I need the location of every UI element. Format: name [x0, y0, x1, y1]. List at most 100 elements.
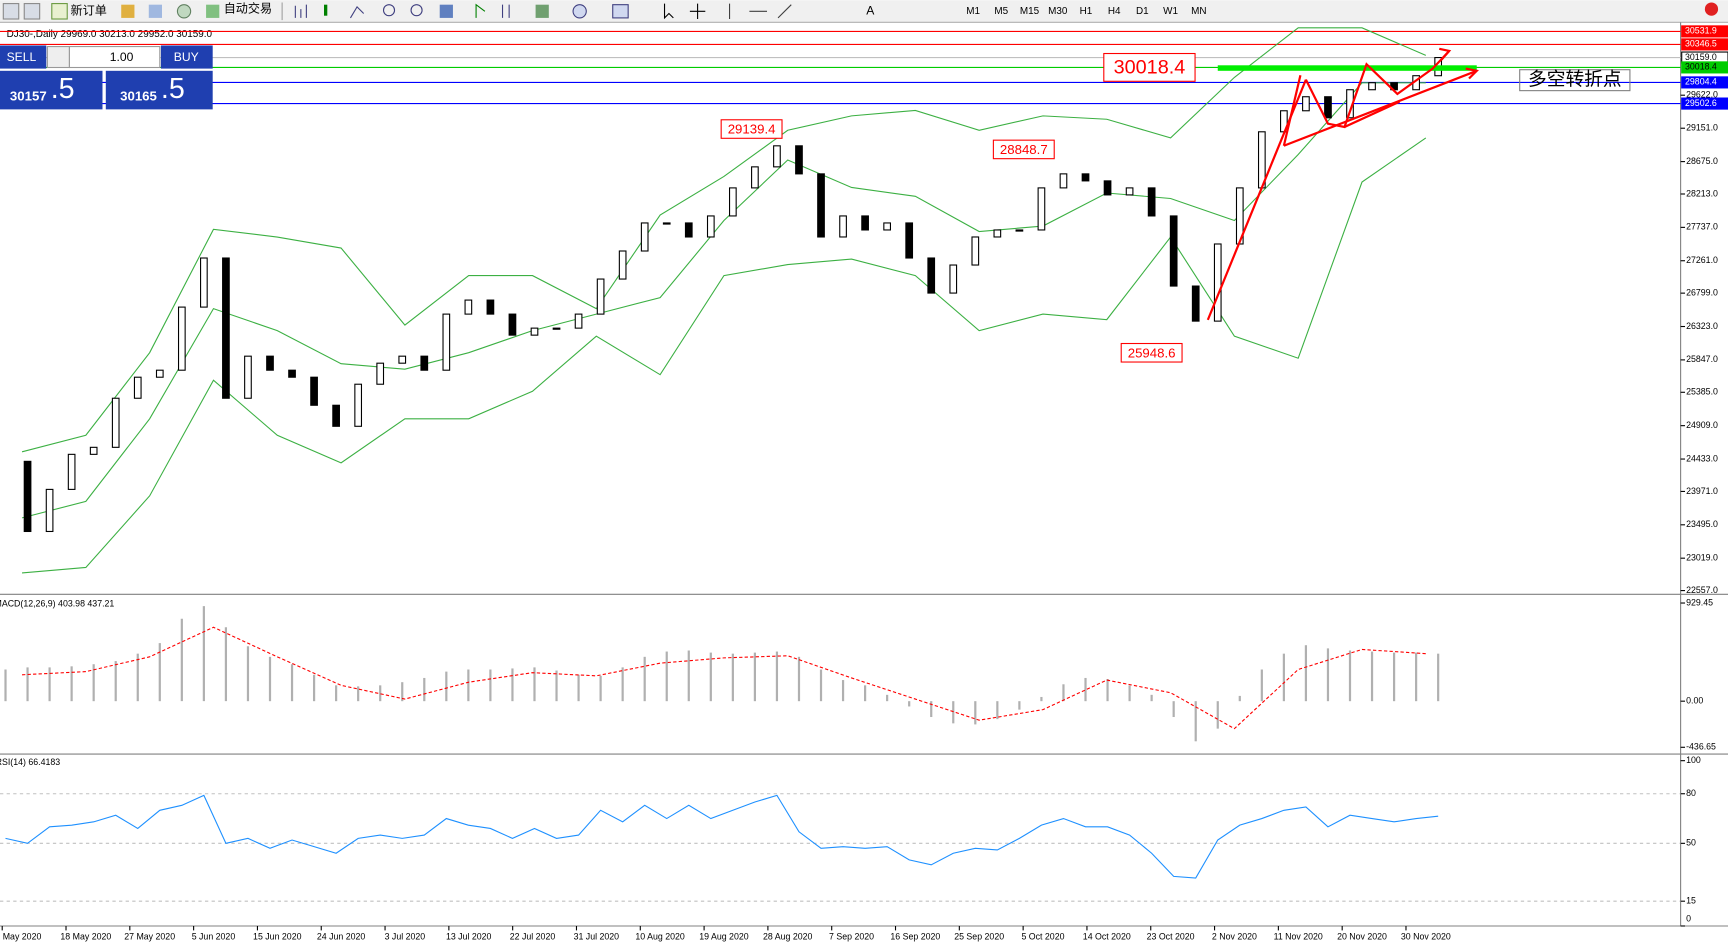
y-tick-label: 26799.0 — [1686, 287, 1718, 297]
x-tick-label: 18 May 2020 — [60, 931, 111, 941]
ask-main[interactable]: 30165 — [120, 89, 157, 104]
timeframe-button[interactable]: H4 — [1108, 6, 1121, 17]
y-tick-label: 27737.0 — [1686, 222, 1718, 232]
candle-body — [1213, 243, 1222, 322]
sell-button[interactable] — [0, 45, 47, 69]
toolbar-buttons: 新订单 自动交易 A — [2, 0, 875, 21]
x-tick-label: 15 Jun 2020 — [253, 931, 302, 941]
level-tag-label: 29502.6 — [1685, 98, 1717, 108]
text-tool[interactable]: A — [866, 3, 875, 17]
icon[interactable] — [439, 4, 453, 18]
x-tick-label: 22 Jul 2020 — [510, 931, 556, 941]
x-tick-label: 14 Oct 2020 — [1083, 931, 1131, 941]
y-tick-label: -436.65 — [1686, 742, 1716, 752]
icon[interactable] — [572, 4, 587, 19]
price-annotation-box — [720, 119, 783, 139]
candle-body — [530, 327, 539, 336]
timeframe-button[interactable]: MN — [1191, 6, 1206, 17]
rsi-title: RSI(14) 66.4183 — [0, 757, 60, 767]
candle-body — [1302, 96, 1310, 112]
candle-body — [839, 215, 847, 238]
bid-main[interactable]: 30157 — [10, 89, 47, 104]
x-tick-label: 31 Jul 2020 — [574, 931, 620, 941]
candle-body — [89, 446, 98, 455]
timeframe-button[interactable]: D1 — [1136, 6, 1149, 17]
candle-body — [222, 257, 230, 399]
x-tick-label: 10 Aug 2020 — [635, 931, 685, 941]
icon[interactable] — [206, 4, 220, 18]
buy-label[interactable]: BUY — [174, 50, 199, 64]
y-tick-label: 29622.0 — [1686, 90, 1718, 100]
candle-body — [1037, 187, 1046, 231]
new-order-button[interactable]: 新订单 — [71, 2, 107, 17]
line-tools[interactable] — [728, 3, 792, 20]
icon[interactable] — [501, 4, 510, 18]
cursor[interactable] — [663, 3, 674, 20]
y-tick-label: 29151.0 — [1686, 123, 1718, 133]
timeframe-button[interactable]: H1 — [1080, 6, 1093, 17]
icon[interactable] — [148, 4, 162, 18]
sell-label[interactable]: SELL — [7, 50, 37, 64]
y-tick-label: 22557.0 — [1686, 585, 1718, 595]
bid-box[interactable] — [0, 70, 103, 110]
lot-input[interactable] — [68, 46, 161, 69]
timeframe-button[interactable]: M5 — [994, 6, 1008, 17]
x-tick-label: 11 Nov 2020 — [1274, 931, 1323, 941]
rsi-line — [5, 794, 1439, 879]
icon[interactable] — [535, 4, 549, 18]
timeframe-button[interactable]: M1 — [966, 6, 980, 17]
price-annotation: 28848.7 — [1000, 142, 1048, 157]
auto-trading-button[interactable]: 自动交易 — [224, 0, 272, 15]
candle-body — [508, 313, 517, 336]
candle-body — [552, 327, 561, 330]
zoom-out[interactable] — [410, 4, 423, 17]
x-tick-label: 27 May 2020 — [124, 931, 175, 941]
ask-tail[interactable]: .5 — [161, 73, 185, 105]
lot-down[interactable] — [46, 46, 70, 69]
price-annotation: 25948.6 — [1128, 345, 1176, 360]
candle-body — [1368, 82, 1376, 91]
zoom-in[interactable] — [382, 4, 396, 17]
icon[interactable] — [23, 3, 41, 20]
y-tick-label: 24433.0 — [1686, 453, 1718, 463]
bid-tail[interactable]: .5 — [51, 73, 75, 105]
icon[interactable] — [475, 3, 486, 18]
x-tick-label: 3 Jul 2020 — [385, 931, 426, 941]
icon[interactable] — [324, 4, 328, 16]
price-annotation: 29139.4 — [728, 122, 776, 137]
y-tick-label: 24909.0 — [1686, 420, 1718, 430]
candle-body — [1059, 173, 1068, 189]
x-tick-label: 16 Sep 2020 — [890, 931, 940, 941]
icon[interactable] — [349, 5, 365, 19]
crosshair[interactable] — [689, 3, 706, 20]
icon[interactable] — [121, 4, 135, 18]
timeframe-button[interactable]: W1 — [1163, 6, 1178, 17]
x-tick-label: 2 Nov 2020 — [1212, 931, 1257, 941]
timeframe-button[interactable]: M30 — [1048, 6, 1068, 17]
buy-button[interactable] — [160, 45, 213, 69]
x-tick-label: 20 Nov 2020 — [1337, 931, 1387, 941]
candle-body — [949, 264, 958, 294]
alert[interactable] — [1704, 2, 1719, 16]
timeframe-button[interactable]: M15 — [1020, 6, 1040, 17]
candle-body — [1324, 96, 1332, 119]
toolbar — [0, 0, 1728, 23]
y-tick-label: 929.45 — [1686, 597, 1713, 607]
lot-value[interactable]: 1.00 — [110, 50, 134, 64]
icon[interactable] — [51, 3, 68, 20]
y-tick-label: 26323.0 — [1686, 321, 1718, 331]
note-box — [1519, 69, 1631, 92]
icon[interactable] — [176, 4, 192, 19]
candle-body — [464, 299, 473, 315]
y-tick-label: 28213.0 — [1686, 188, 1718, 198]
candle-body — [486, 299, 495, 315]
icon[interactable] — [294, 4, 307, 18]
candle-body — [332, 404, 340, 427]
ask-box[interactable] — [105, 70, 213, 110]
icon[interactable] — [612, 4, 629, 19]
macd-title: MACD(12,26,9) 403.98 437.21 — [0, 599, 114, 609]
icon[interactable] — [2, 3, 20, 20]
x-tick-label: 28 Aug 2020 — [763, 931, 813, 941]
candle-body — [310, 376, 318, 406]
